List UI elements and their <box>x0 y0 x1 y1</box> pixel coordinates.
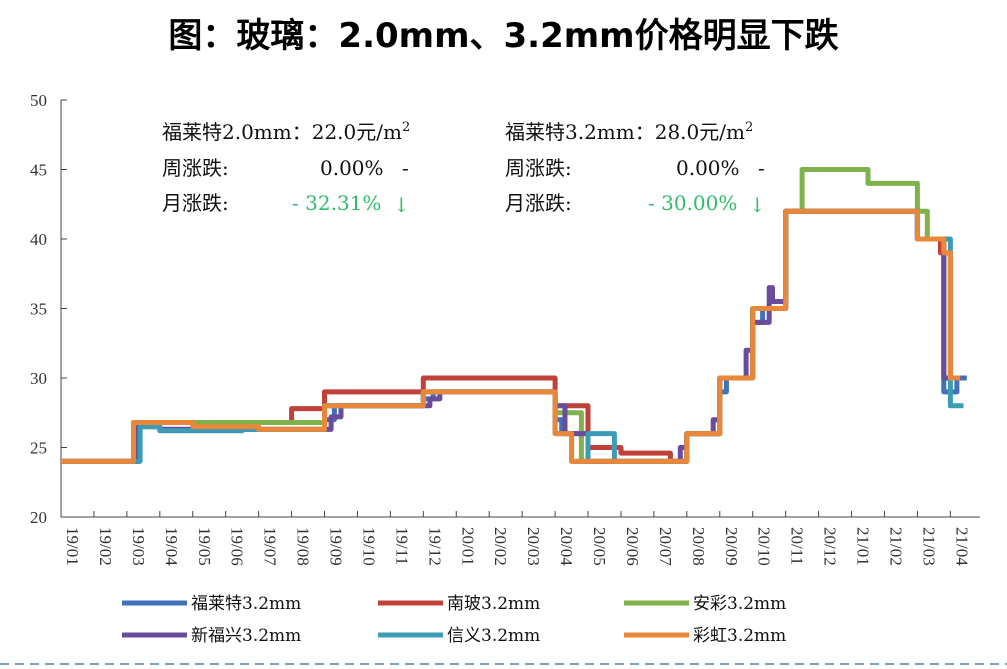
legend-label: 新福兴3.2mm <box>191 626 301 646</box>
x-tick-label: 20/11 <box>788 527 807 565</box>
axes: 20 25 30 35 40 45 50 19/01 19/02 19/03 19/04 19/05 1… <box>30 91 980 566</box>
annotation-left-week-sign: - <box>402 156 409 180</box>
legend-label: 安彩3.2mm <box>693 594 786 614</box>
x-tick-label: 20/05 <box>590 527 609 566</box>
x-tick-label: 21/03 <box>919 527 938 566</box>
annotation-left-month-label: 月涨跌: <box>162 191 229 215</box>
y-tick-label: 45 <box>30 161 47 180</box>
series-line-4 <box>61 208 961 464</box>
annotation-right-month-value: - 30.00% <box>648 191 737 215</box>
y-tick-label: 40 <box>30 230 47 249</box>
x-tick-label: 20/09 <box>722 527 741 566</box>
x-tick-label: 20/07 <box>656 527 675 566</box>
annotation-right-month-label: 月涨跌: <box>505 191 572 215</box>
x-tick-label: 19/05 <box>195 527 214 566</box>
y-tick-label: 25 <box>30 439 47 458</box>
legend-label: 福莱特3.2mm <box>191 594 301 614</box>
legend-label: 信义3.2mm <box>447 626 540 646</box>
x-tick-label: 20/01 <box>458 527 477 566</box>
x-tick-label: 19/10 <box>359 527 378 566</box>
annotation-right-week-value: 0.00% <box>676 156 740 180</box>
x-tick-label: 20/08 <box>689 527 708 566</box>
legend-label: 彩虹3.2mm <box>693 626 786 646</box>
chart-title: 图：玻璃：2.0mm、3.2mm价格明显下跌 <box>168 16 839 56</box>
x-tick-label: 19/08 <box>294 527 313 566</box>
x-tick-label: 19/07 <box>261 527 280 566</box>
x-tick-label: 19/12 <box>425 527 444 566</box>
y-tick-label: 35 <box>30 300 47 319</box>
series-line-6 <box>61 208 961 464</box>
y-tick-label: 20 <box>30 508 47 527</box>
x-tick-label: 19/06 <box>228 527 247 566</box>
y-tick-label: 50 <box>30 91 47 110</box>
y-tick-label: 30 <box>30 369 47 388</box>
x-tick-label: 21/04 <box>952 527 971 566</box>
annotation-left-price: 福莱特2.0mm：22.0元/m2 <box>162 120 410 144</box>
x-tick-label: 20/12 <box>821 527 840 566</box>
x-tick-label: 19/03 <box>129 527 148 566</box>
annotation-left-month-value: - 32.31% <box>292 191 381 215</box>
x-tick-label: 20/02 <box>491 527 510 566</box>
legend: 福莱特3.2mm 南玻3.2mm 安彩3.2mm 新福兴3.2mm 信义3.2mm 彩虹3… <box>122 594 786 646</box>
x-tick-label: 20/03 <box>524 527 543 566</box>
series-lines <box>61 167 967 464</box>
annotation-left-week-label: 周涨跌: <box>162 156 229 180</box>
annotation-right-week-label: 周涨跌: <box>505 156 572 180</box>
x-tick-label: 19/11 <box>392 527 411 565</box>
annotation-left: 福莱特2.0mm：22.0元/m2 周涨跌: 0.00% - 月涨跌: - 32… <box>162 120 410 217</box>
legend-label: 南玻3.2mm <box>447 594 540 614</box>
x-tick-label: 19/04 <box>162 527 181 566</box>
annotation-right-price: 福莱特3.2mm：28.0元/m2 <box>505 120 753 144</box>
x-tick-label: 20/04 <box>557 527 576 566</box>
down-arrow-icon: ↓ <box>393 193 410 217</box>
annotation-left-week-value: 0.00% <box>320 156 384 180</box>
x-tick-label: 21/02 <box>886 527 905 566</box>
x-tick-label: 20/06 <box>623 527 642 566</box>
x-tick-label: 19/02 <box>96 527 115 566</box>
annotation-right-week-sign: - <box>758 156 765 180</box>
x-tick-label: 20/10 <box>755 527 774 566</box>
x-tick-label: 21/01 <box>854 527 873 566</box>
x-tick-label: 19/09 <box>327 527 346 566</box>
annotation-right: 福莱特3.2mm：28.0元/m2 周涨跌: 0.00% - 月涨跌: - 30… <box>505 120 766 217</box>
x-tick-label: 19/01 <box>63 527 82 566</box>
down-arrow-icon: ↓ <box>749 193 766 217</box>
